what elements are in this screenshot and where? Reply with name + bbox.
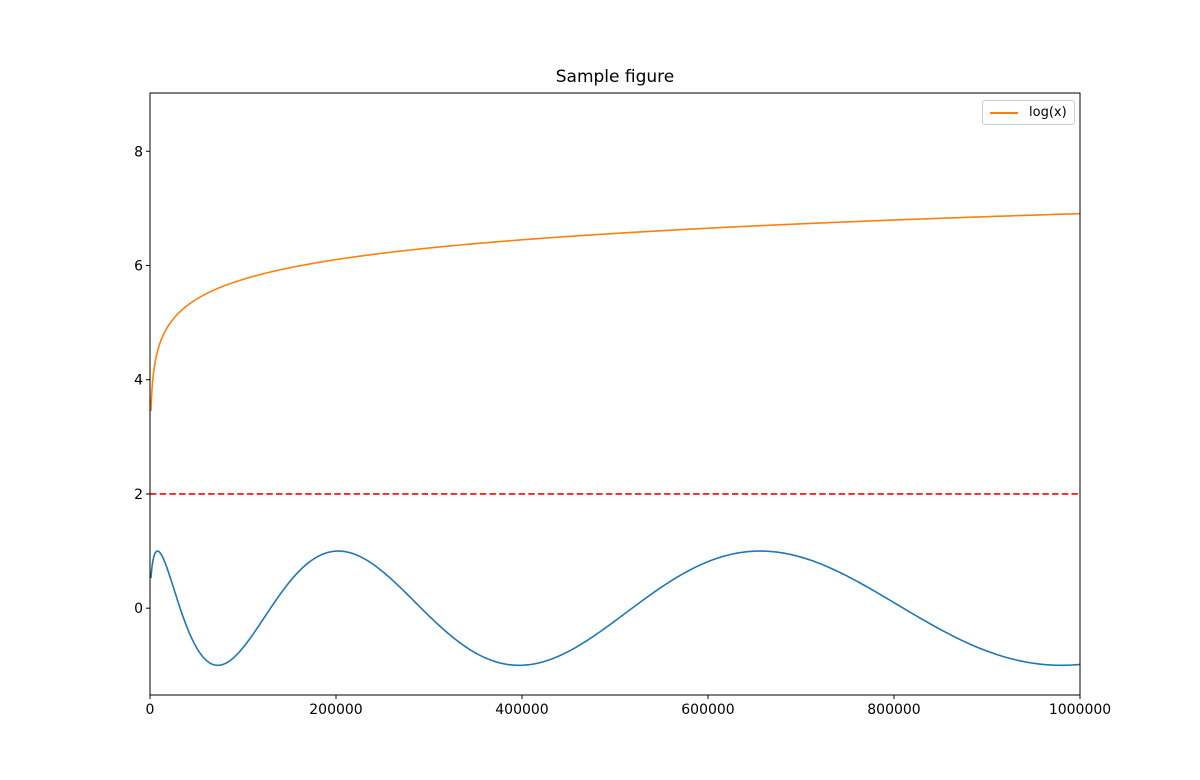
chart-title: Sample figure <box>555 67 675 87</box>
y-tick-label: 2 <box>134 487 143 503</box>
series-log-curve <box>150 212 1081 411</box>
x-tick-label: 400000 <box>495 702 548 718</box>
legend-line-sample <box>990 111 1018 114</box>
legend: log(x) <box>982 100 1075 125</box>
y-tick-label: 6 <box>134 258 143 274</box>
x-tick-label: 200000 <box>309 702 362 718</box>
x-tick-label: 0 <box>146 702 155 718</box>
y-tick-label: 0 <box>134 601 143 617</box>
y-tick-label: 4 <box>134 373 143 389</box>
x-tick-label: 600000 <box>681 702 734 718</box>
axes-spines <box>149 92 1081 696</box>
x-tick-label: 1000000 <box>1049 702 1111 718</box>
x-tick-label: 800000 <box>867 702 920 718</box>
legend-label-log: log(x) <box>1029 105 1067 120</box>
y-tick-label: 8 <box>134 144 143 160</box>
series-sine-chirp <box>150 550 1081 667</box>
